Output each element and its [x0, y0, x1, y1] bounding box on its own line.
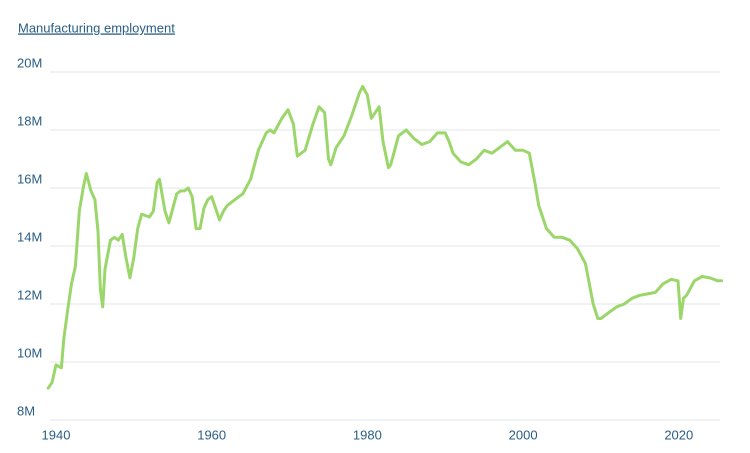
y-tick-label: 20M [17, 55, 42, 70]
line-series [46, 85, 724, 390]
x-tick-label: 2000 [509, 427, 538, 442]
chart-title: Manufacturing employment [18, 20, 175, 35]
y-tick-label: 18M [17, 113, 42, 128]
y-tick-label: 14M [17, 229, 42, 244]
x-tick-label: 1980 [353, 427, 382, 442]
x-tick-label: 1960 [197, 427, 226, 442]
x-tick-label: 2020 [664, 427, 693, 442]
x-tick-label: 1940 [42, 427, 71, 442]
y-tick-label: 10M [17, 345, 42, 360]
y-tick-label: 16M [17, 171, 42, 186]
y-tick-label: 8M [17, 403, 35, 418]
y-tick-label: 12M [17, 287, 42, 302]
